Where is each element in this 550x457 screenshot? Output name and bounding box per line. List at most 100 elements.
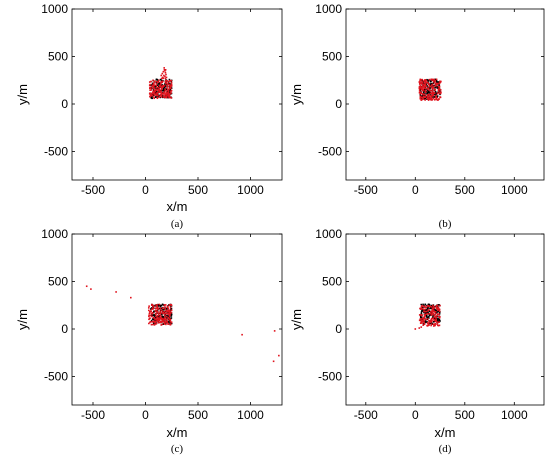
data-point (165, 312, 168, 315)
data-point (159, 84, 162, 86)
x-axis-label: x/m (435, 425, 456, 440)
data-point (152, 320, 154, 323)
data-point (428, 312, 431, 315)
data-point (153, 324, 156, 326)
data-point (159, 78, 162, 81)
data-point (168, 310, 171, 313)
data-point (436, 313, 439, 316)
data-point (430, 96, 433, 98)
data-point (424, 320, 427, 323)
data-point (430, 317, 433, 320)
data-point (169, 88, 171, 91)
data-point (152, 89, 155, 92)
data-point (160, 79, 163, 82)
data-point (419, 93, 422, 96)
data-point (436, 309, 439, 312)
data-point (433, 320, 436, 323)
x-tick-label: 0 (412, 408, 419, 422)
data-point (436, 314, 438, 317)
data-point (428, 97, 430, 100)
data-point (156, 315, 159, 317)
data-point (159, 85, 161, 87)
data-point (151, 315, 153, 318)
data-point (418, 90, 421, 92)
data-point (169, 314, 171, 317)
data-point (419, 82, 422, 85)
data-point (167, 312, 169, 314)
data-point (423, 308, 425, 311)
data-point (162, 77, 165, 80)
data-point (421, 309, 423, 312)
data-point (154, 310, 157, 312)
data-point (167, 81, 170, 83)
data-point (439, 93, 441, 96)
data-point (421, 98, 424, 101)
data-point (168, 304, 171, 307)
data-point (159, 305, 162, 308)
data-point (420, 318, 423, 320)
data-point (422, 88, 424, 91)
data-point (428, 89, 431, 91)
data-point (430, 324, 432, 327)
data-point (157, 304, 159, 306)
data-point (418, 88, 421, 91)
data-point (170, 85, 173, 87)
data-point (162, 85, 165, 87)
data-point (426, 315, 428, 318)
data-point (435, 98, 438, 100)
x-tick-label: 1000 (237, 408, 264, 422)
data-point (162, 88, 165, 91)
data-point (419, 316, 422, 318)
data-point (164, 71, 167, 74)
data-point (156, 94, 158, 96)
data-point (427, 83, 430, 86)
data-point (419, 322, 422, 325)
data-point (162, 320, 165, 323)
data-point (149, 83, 151, 86)
data-point (431, 317, 434, 320)
data-point (423, 305, 425, 307)
data-point (434, 84, 437, 87)
data-point (157, 81, 160, 83)
data-point (432, 97, 435, 100)
data-point (419, 78, 422, 81)
data-point (421, 306, 424, 309)
data-point (432, 309, 434, 312)
y-tick-label: 500 (322, 275, 342, 289)
data-point (426, 85, 429, 88)
data-point (435, 83, 438, 85)
data-point (438, 98, 440, 101)
data-point (421, 304, 423, 307)
data-point (164, 92, 166, 94)
data-point (155, 83, 158, 85)
data-point (439, 315, 441, 318)
data-point (166, 87, 168, 89)
data-point (168, 94, 171, 96)
data-point (424, 89, 427, 92)
data-point (170, 308, 172, 310)
data-point (160, 92, 162, 95)
data-point (432, 314, 435, 317)
data-point (419, 318, 422, 320)
panel-caption: (b) (439, 218, 452, 230)
data-point (426, 320, 428, 323)
data-point (421, 314, 423, 316)
data-point (163, 304, 166, 307)
data-point (439, 80, 441, 83)
data-point (425, 321, 427, 324)
data-point (421, 83, 424, 86)
data-point (429, 89, 432, 92)
data-point (438, 312, 441, 314)
data-point (162, 323, 165, 325)
data-point (418, 87, 421, 89)
data-point (423, 317, 425, 320)
data-point (166, 321, 168, 324)
data-point (163, 310, 166, 313)
data-point (152, 317, 155, 319)
data-point (155, 304, 157, 306)
data-point (421, 82, 424, 84)
y-axis-label: y/m (15, 309, 30, 330)
data-point (424, 318, 427, 321)
data-point (436, 304, 439, 307)
data-point (436, 92, 439, 94)
